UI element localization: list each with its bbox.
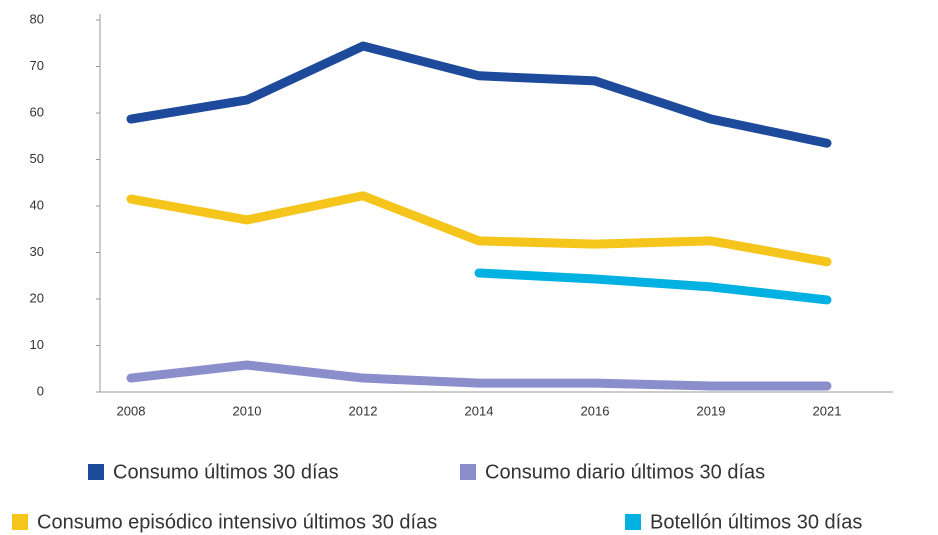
y-tick-label: 10 <box>30 337 44 352</box>
legend-swatch <box>12 514 28 530</box>
x-tick-label: 2008 <box>117 403 146 418</box>
line <box>474 268 832 305</box>
x-tick-label: 2010 <box>233 403 262 418</box>
line <box>126 360 832 391</box>
y-tick-label: 30 <box>30 244 44 259</box>
x-tick-label: 2012 <box>349 403 378 418</box>
legend-swatch <box>625 514 641 530</box>
legend-label: Botellón últimos 30 días <box>650 511 862 533</box>
y-tick-label: 40 <box>30 197 44 212</box>
line <box>126 191 832 267</box>
legend-label: Consumo últimos 30 días <box>113 461 339 483</box>
legend-swatch <box>460 464 476 480</box>
x-tick-label: 2019 <box>697 403 726 418</box>
x-tick-label: 2014 <box>465 403 494 418</box>
y-tick-label: 70 <box>30 58 44 73</box>
y-tick-label: 20 <box>30 290 44 305</box>
y-tick-label: 60 <box>30 104 44 119</box>
legend-swatch <box>88 464 104 480</box>
legend-label: Consumo diario últimos 30 días <box>485 461 765 483</box>
x-tick-label: 2021 <box>813 403 842 418</box>
line <box>126 41 832 148</box>
y-tick-label: 50 <box>30 151 44 166</box>
y-tick-label: 80 <box>30 11 44 26</box>
y-tick-label: 0 <box>37 383 44 398</box>
legend-label: Consumo episódico intensivo últimos 30 d… <box>37 511 437 533</box>
x-tick-label: 2016 <box>581 403 610 418</box>
